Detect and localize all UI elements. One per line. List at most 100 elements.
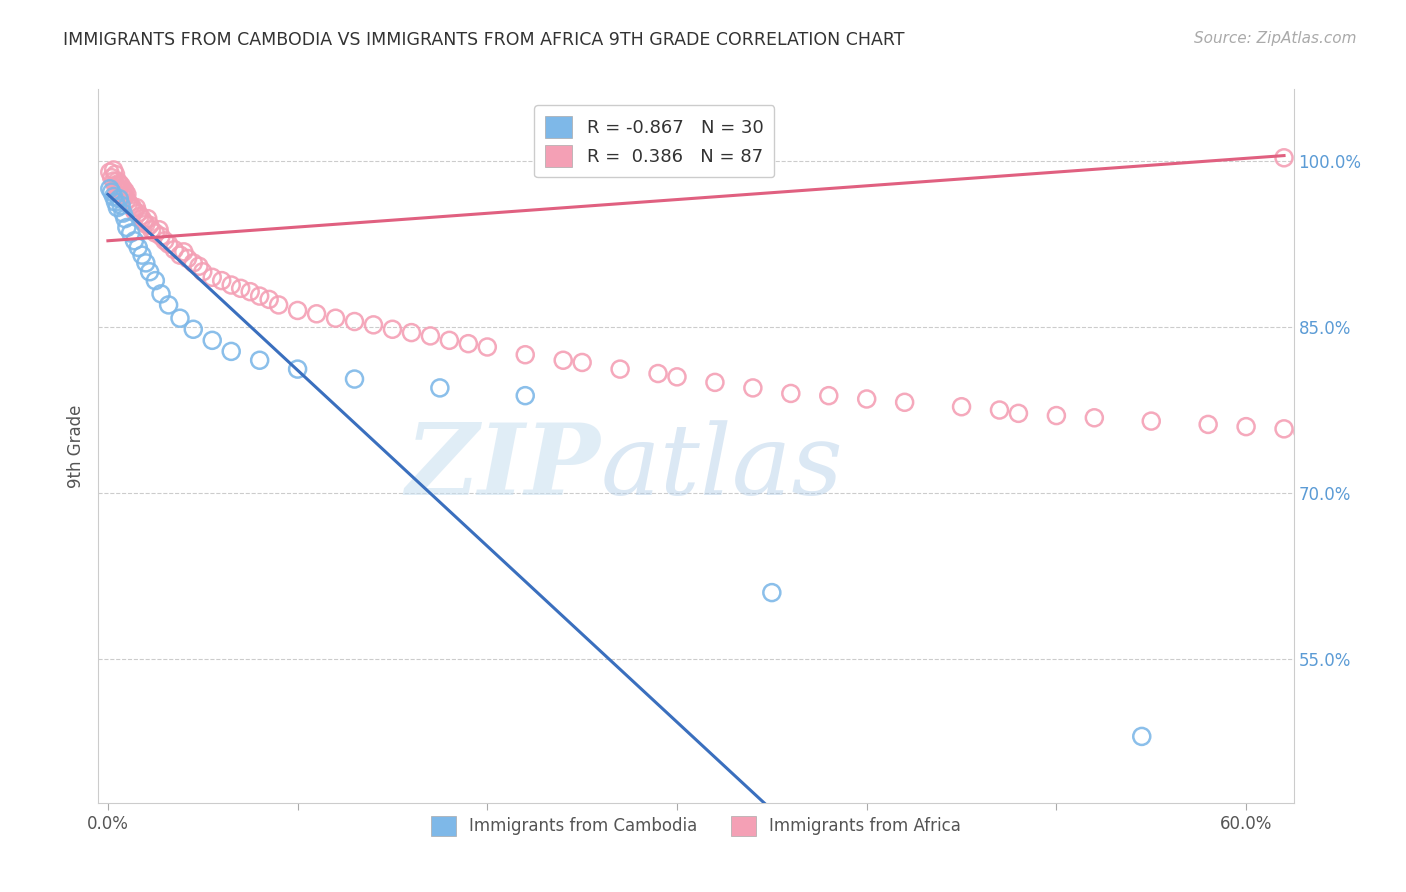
Point xyxy=(153,234,176,248)
Point xyxy=(477,340,499,354)
Point xyxy=(381,322,404,336)
Point xyxy=(1292,425,1315,439)
Point xyxy=(439,334,461,348)
Point xyxy=(1007,406,1029,420)
Point xyxy=(163,243,186,257)
Point xyxy=(129,210,152,224)
Point xyxy=(148,223,170,237)
Point xyxy=(703,376,725,390)
Point xyxy=(141,223,163,237)
Point xyxy=(249,289,271,303)
Point xyxy=(112,187,135,202)
Point xyxy=(817,389,839,403)
Point xyxy=(105,201,128,215)
Point xyxy=(114,189,136,203)
Point xyxy=(761,585,783,599)
Point xyxy=(343,314,366,328)
Point xyxy=(125,201,148,215)
Point xyxy=(1130,730,1153,744)
Point xyxy=(571,355,593,369)
Point xyxy=(1140,414,1163,428)
Point xyxy=(104,195,127,210)
Text: IMMIGRANTS FROM CAMBODIA VS IMMIGRANTS FROM AFRICA 9TH GRADE CORRELATION CHART: IMMIGRANTS FROM CAMBODIA VS IMMIGRANTS F… xyxy=(63,31,905,49)
Point xyxy=(553,353,575,368)
Point xyxy=(105,174,128,188)
Point xyxy=(363,318,385,332)
Point xyxy=(741,381,763,395)
Point xyxy=(950,400,973,414)
Point xyxy=(136,211,159,226)
Text: atlas: atlas xyxy=(600,420,844,515)
Point xyxy=(103,189,125,203)
Point xyxy=(219,278,242,293)
Point xyxy=(100,170,122,185)
Point xyxy=(1045,409,1067,423)
Point xyxy=(239,285,262,299)
Point xyxy=(138,265,160,279)
Point xyxy=(135,217,157,231)
Point xyxy=(457,336,479,351)
Point xyxy=(855,392,877,406)
Point xyxy=(1197,417,1219,432)
Point xyxy=(257,293,280,307)
Point xyxy=(305,307,328,321)
Point xyxy=(110,185,132,199)
Point xyxy=(157,298,180,312)
Point xyxy=(104,178,127,193)
Point xyxy=(112,206,135,220)
Point xyxy=(1272,151,1295,165)
Point xyxy=(287,303,309,318)
Point xyxy=(219,344,242,359)
Point xyxy=(110,178,132,193)
Text: ZIP: ZIP xyxy=(405,419,600,516)
Point xyxy=(104,168,127,182)
Point xyxy=(114,211,136,226)
Point xyxy=(169,311,191,326)
Point xyxy=(98,182,121,196)
Point xyxy=(135,256,157,270)
Text: Source: ZipAtlas.com: Source: ZipAtlas.com xyxy=(1194,31,1357,46)
Point xyxy=(229,281,252,295)
Point xyxy=(249,353,271,368)
Legend: Immigrants from Cambodia, Immigrants from Africa: Immigrants from Cambodia, Immigrants fro… xyxy=(423,807,969,845)
Point xyxy=(138,219,160,233)
Point xyxy=(108,192,131,206)
Point xyxy=(115,193,138,207)
Point xyxy=(150,229,173,244)
Point xyxy=(115,220,138,235)
Point xyxy=(131,211,153,226)
Point xyxy=(110,198,132,212)
Point xyxy=(515,389,537,403)
Point xyxy=(121,201,143,215)
Point xyxy=(267,298,290,312)
Point xyxy=(115,187,138,202)
Point xyxy=(401,326,423,340)
Point xyxy=(114,184,136,198)
Point xyxy=(201,334,224,348)
Point xyxy=(779,386,801,401)
Point xyxy=(173,244,195,259)
Point xyxy=(105,182,128,196)
Point xyxy=(211,274,233,288)
Point xyxy=(108,182,131,196)
Point xyxy=(1330,428,1353,442)
Point xyxy=(1368,433,1391,447)
Point xyxy=(893,395,915,409)
Point xyxy=(132,215,155,229)
Point xyxy=(127,206,149,220)
Point xyxy=(131,248,153,262)
Point xyxy=(120,198,142,212)
Point xyxy=(143,226,166,240)
Point xyxy=(287,362,309,376)
Point xyxy=(181,256,204,270)
Point xyxy=(112,182,135,196)
Point xyxy=(103,174,125,188)
Point xyxy=(124,203,146,218)
Point xyxy=(118,196,141,211)
Point xyxy=(100,185,122,199)
Point xyxy=(429,381,451,395)
Point xyxy=(325,311,347,326)
Point xyxy=(124,234,146,248)
Point xyxy=(1272,422,1295,436)
Point xyxy=(176,252,198,266)
